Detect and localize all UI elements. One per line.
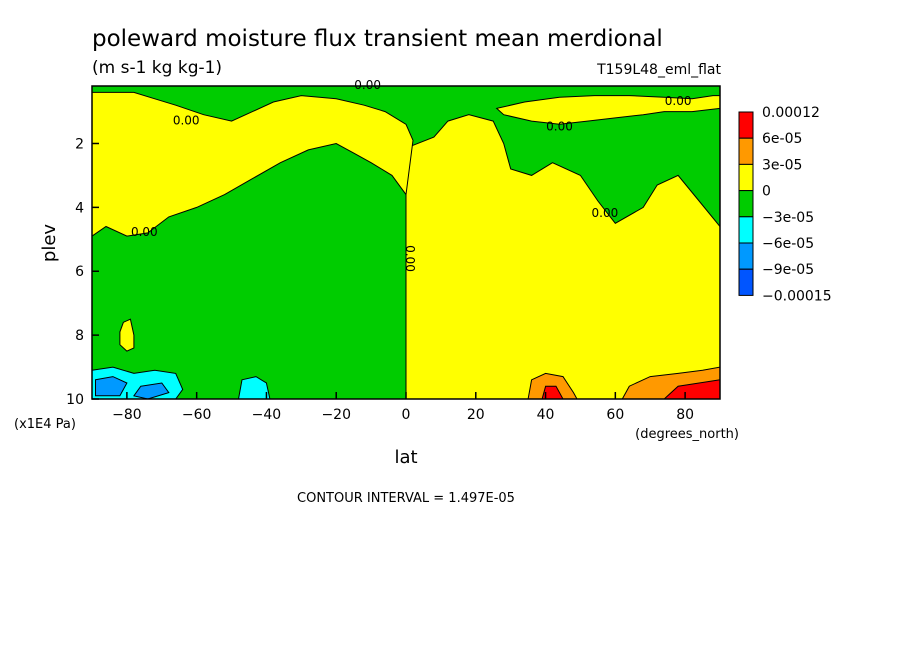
y-tick-label: 10 [66, 392, 84, 408]
contour-region-yellow-nh-lower [405, 114, 720, 399]
y-tick-label: 4 [75, 200, 84, 216]
x-axis: −80 −60 −40 −20 0 20 40 60 80 [112, 392, 694, 423]
y-tick-label: 6 [75, 264, 84, 280]
x-tick-label: −40 [252, 407, 282, 423]
contour-label: 0.00 [665, 94, 692, 108]
contour-interval: CONTOUR INTERVAL = 1.497E-05 [297, 491, 515, 506]
contour-label: 0.00 [354, 78, 381, 92]
legend-swatch [738, 242, 754, 270]
legend-swatch [738, 111, 754, 139]
x-axis-label: lat [394, 447, 417, 468]
legend-label: 6e-05 [762, 131, 802, 147]
contour-region-blue-sh-70 [133, 382, 170, 399]
contour-label: 0.00 [592, 206, 619, 220]
dataset-label: T159L48_eml_flat [596, 62, 721, 78]
y-axis-label: plev [39, 224, 60, 263]
legend-label: 3e-05 [762, 157, 802, 173]
legend-label: −3e-05 [762, 210, 814, 226]
chart-subtitle: (m s-1 kg kg-1) [92, 58, 222, 78]
legend: 0.00012 6e-05 3e-05 0 −3e-05 −6e-05 −9e-05 −0.0… [738, 105, 832, 304]
legend-label: −6e-05 [762, 236, 814, 252]
x-tick-label: 80 [676, 407, 694, 423]
contour-label: 0.00 [173, 113, 200, 127]
x-axis-units: (degrees_north) [635, 427, 739, 442]
contour-label: 0.00 [131, 225, 158, 239]
contour-region-yellow-sh-upper [92, 91, 414, 237]
legend-swatch [738, 190, 754, 218]
y-tick-label: 2 [75, 136, 84, 152]
legend-label: 0 [762, 184, 771, 200]
x-tick-label: −60 [182, 407, 212, 423]
contour-label: 0.00 [403, 245, 417, 272]
contour-region-yellow-sh-patch [119, 318, 135, 352]
y-tick-label: 8 [75, 328, 84, 344]
filled-contours [92, 91, 720, 399]
legend-swatch [738, 268, 754, 296]
legend-label: −0.00015 [762, 288, 832, 304]
chart-title: poleward moisture flux transient mean me… [92, 26, 663, 52]
contour-labels: 0.00 0.00 0.00 0.00 0.00 0.00 0.00 [131, 78, 692, 272]
legend-swatch [738, 163, 754, 192]
legend-label: −9e-05 [762, 262, 814, 278]
x-tick-label: 20 [467, 407, 485, 423]
x-tick-label: 0 [402, 407, 411, 423]
x-tick-label: 40 [537, 407, 555, 423]
y-axis: 2 4 6 8 10 [66, 136, 99, 408]
legend-swatch [738, 137, 754, 165]
contour-region-red-nh-80 [663, 379, 720, 399]
y-axis-units: (x1E4 Pa) [14, 417, 76, 432]
contour-region-yellow-nh-upper [495, 95, 720, 125]
legend-label: 0.00012 [762, 105, 820, 121]
x-tick-label: −20 [321, 407, 351, 423]
contour-region-cyan-sh-40 [237, 376, 271, 399]
x-tick-label: 60 [606, 407, 624, 423]
contour-region-red-nh-40 [541, 385, 564, 399]
contour-label: 0.00 [546, 120, 573, 134]
x-tick-label: −80 [112, 407, 142, 423]
contour-region-blue-sh-80 [95, 376, 128, 397]
legend-swatch [738, 216, 754, 244]
